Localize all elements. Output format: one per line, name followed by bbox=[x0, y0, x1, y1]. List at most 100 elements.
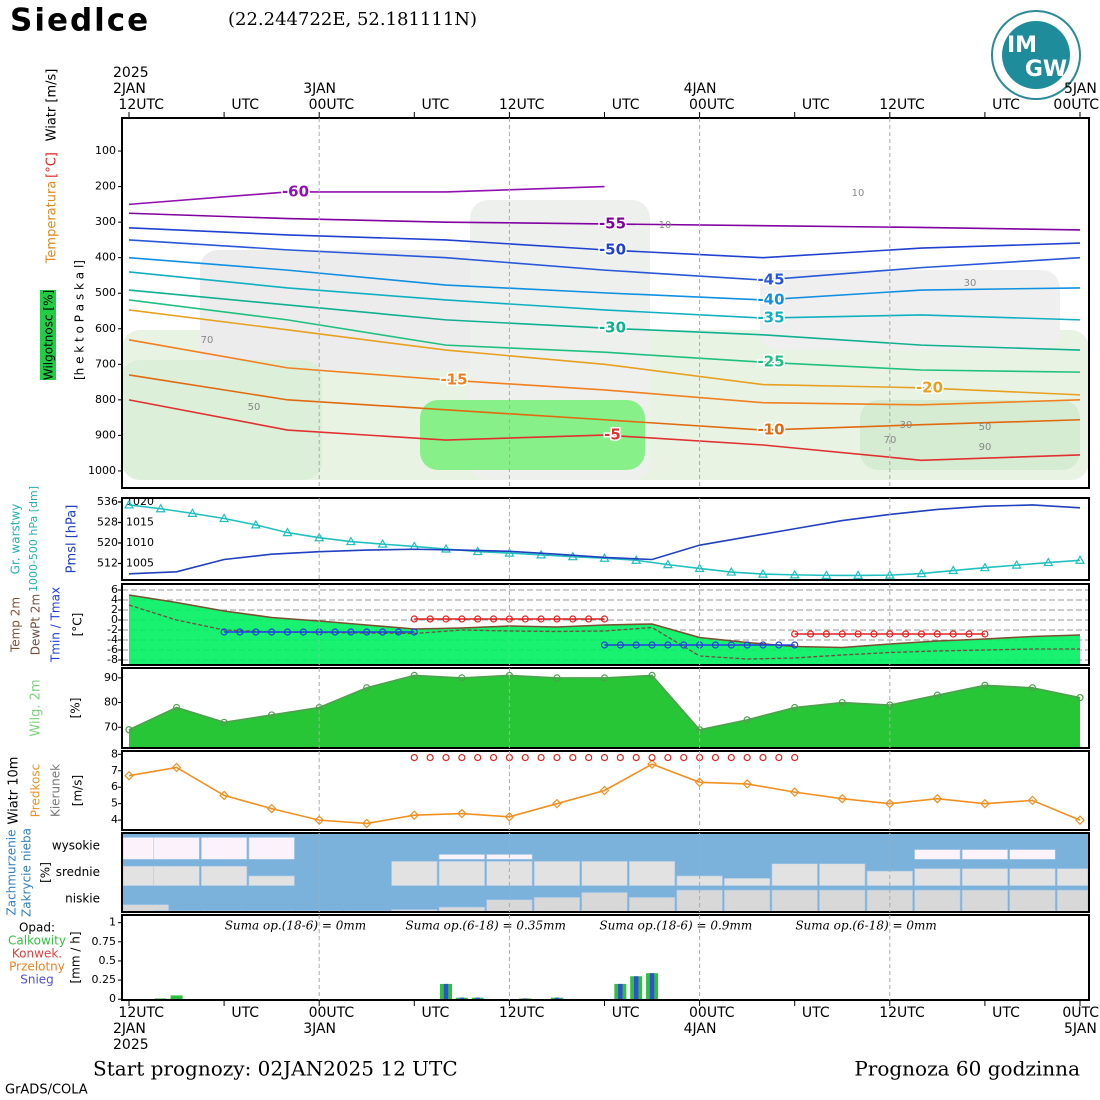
humidity-label: 90 bbox=[979, 442, 992, 453]
y-tick-label: 600 bbox=[95, 322, 116, 335]
marker bbox=[283, 628, 292, 636]
panel-label: Temp 2m bbox=[9, 597, 23, 653]
cloud-bar bbox=[914, 849, 961, 860]
marker bbox=[662, 559, 673, 569]
marker bbox=[236, 628, 244, 636]
marker bbox=[331, 628, 339, 636]
time-label: 00UTC bbox=[689, 97, 735, 113]
cloud-bar bbox=[771, 889, 818, 913]
isotherm-label: -5 bbox=[604, 426, 621, 444]
time-label: 4JAN bbox=[684, 1021, 717, 1037]
humidity-label: 10 bbox=[852, 188, 865, 199]
y-tick-label: 200 bbox=[95, 180, 116, 193]
marker bbox=[743, 641, 751, 649]
panel-label: Tmin / Tmax bbox=[49, 587, 63, 663]
panel-label: Wilg. 2m bbox=[29, 679, 44, 736]
cloud-bar bbox=[628, 861, 676, 886]
humidity-shade bbox=[420, 400, 645, 470]
marker bbox=[979, 562, 990, 572]
line bbox=[128, 289, 1081, 351]
isotherm-label: -10 bbox=[757, 421, 784, 439]
isotherm-label: -60 bbox=[282, 182, 309, 200]
panel-label: [mm / h] bbox=[69, 931, 83, 983]
label-bg bbox=[40, 290, 56, 380]
marker bbox=[123, 499, 135, 509]
marker bbox=[600, 674, 609, 682]
time-label: 2025 bbox=[113, 1037, 149, 1053]
panel-label: [%] bbox=[39, 862, 53, 883]
marker bbox=[759, 641, 767, 649]
line bbox=[128, 309, 1081, 396]
line bbox=[128, 604, 1080, 660]
marker bbox=[632, 753, 640, 762]
marker bbox=[187, 508, 198, 517]
marker bbox=[743, 753, 751, 762]
cloud-level-label: srednie bbox=[56, 865, 100, 879]
isotherm-label: -25 bbox=[757, 353, 784, 371]
cloud-bar bbox=[1009, 889, 1056, 913]
panel-label: Gr. warstwy bbox=[9, 504, 23, 575]
marker bbox=[853, 570, 864, 579]
marker bbox=[155, 503, 166, 513]
marker bbox=[791, 753, 799, 762]
panel-label: Pmsl [hPa] bbox=[65, 505, 80, 574]
marker bbox=[600, 615, 609, 623]
time-label: 00UTC bbox=[689, 1005, 735, 1021]
marker bbox=[980, 798, 990, 809]
cloud-bar bbox=[201, 837, 248, 860]
time-label: 12UTC bbox=[118, 97, 164, 113]
marker bbox=[600, 641, 609, 649]
marker bbox=[553, 753, 561, 762]
time-label: UTC bbox=[422, 97, 450, 113]
cloud-bar bbox=[153, 837, 200, 860]
marker bbox=[268, 711, 276, 719]
precip-bar bbox=[523, 998, 528, 1000]
cloud-bar bbox=[819, 889, 866, 913]
marker bbox=[219, 513, 230, 523]
y-tick-label: 6 bbox=[111, 583, 118, 596]
cloud-bar bbox=[1056, 868, 1089, 886]
panel-frame bbox=[121, 667, 1090, 749]
time-label: UTC bbox=[422, 1005, 450, 1021]
panel-frame bbox=[121, 914, 1090, 1001]
panel-label: Zachmurzenie bbox=[5, 829, 19, 915]
cloud-bar bbox=[533, 897, 581, 913]
marker bbox=[789, 569, 800, 579]
marker bbox=[821, 570, 832, 579]
cloud-bar bbox=[438, 861, 485, 886]
marker bbox=[1043, 557, 1054, 567]
marker bbox=[791, 641, 799, 649]
y-tick-label: 0 bbox=[111, 613, 118, 626]
legend-entry: Opad: bbox=[19, 921, 55, 935]
y-tick-label: 90 bbox=[104, 671, 118, 684]
cloud-bar bbox=[248, 875, 295, 886]
time-label: 00UTC bbox=[309, 97, 355, 113]
y-tick-label: 0.75 bbox=[92, 935, 117, 948]
isotherm-label: -50 bbox=[599, 240, 626, 258]
humidity-label: 70 bbox=[201, 335, 214, 346]
y-tick-label: 800 bbox=[95, 393, 116, 406]
cloud-bar bbox=[1009, 849, 1056, 860]
panel-label: [m/s] bbox=[71, 775, 85, 806]
line bbox=[128, 504, 1081, 577]
time-label: 2025 bbox=[113, 65, 149, 81]
time-label: 3JAN bbox=[303, 81, 336, 97]
time-label: 0UTC bbox=[1062, 1005, 1099, 1021]
time-label: 12UTC bbox=[879, 97, 925, 113]
humidity-label: 10 bbox=[659, 220, 672, 231]
line bbox=[128, 594, 1081, 649]
marker bbox=[648, 671, 656, 680]
marker bbox=[742, 779, 752, 789]
marker bbox=[410, 615, 418, 623]
marker bbox=[680, 641, 688, 649]
marker bbox=[252, 628, 260, 636]
marker bbox=[664, 753, 672, 762]
legend-entry: Calkowity bbox=[8, 934, 66, 948]
marker bbox=[711, 641, 720, 649]
marker bbox=[552, 798, 562, 809]
station-title: Siedlce bbox=[10, 3, 150, 39]
y-tick-label: 1000 bbox=[88, 464, 116, 477]
marker bbox=[377, 538, 388, 548]
time-label: UTC bbox=[231, 97, 259, 113]
panel-frame bbox=[121, 750, 1090, 831]
